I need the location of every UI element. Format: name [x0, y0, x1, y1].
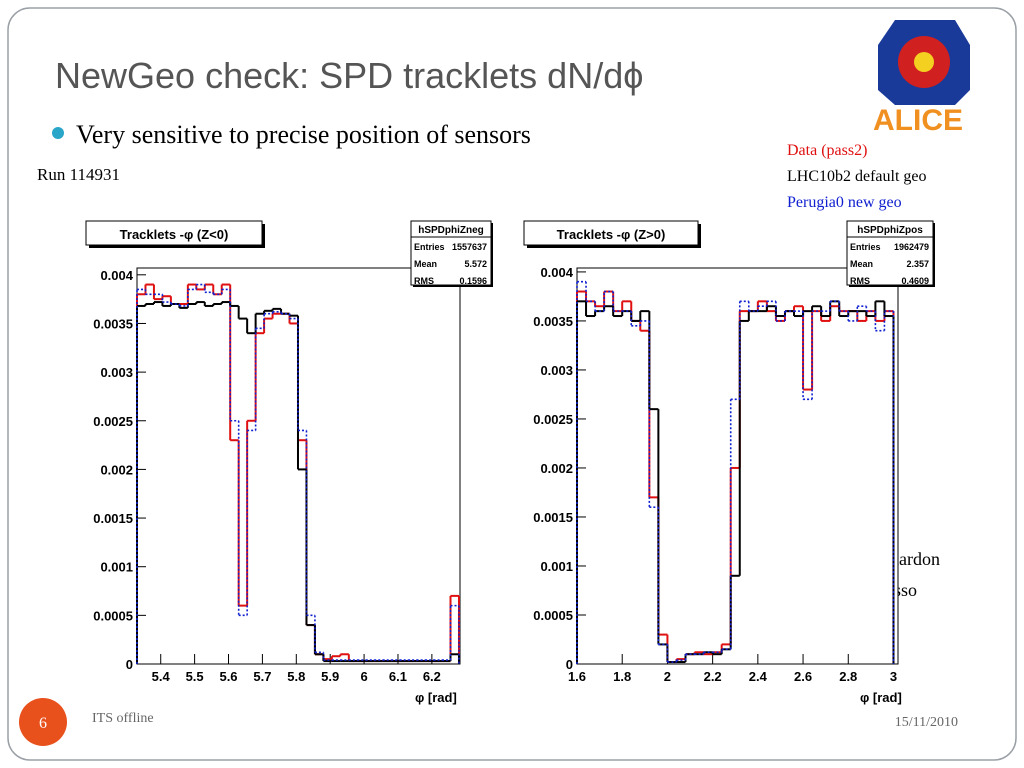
legend-entry: LHC10b2 default geo [787, 168, 927, 185]
title-box [523, 220, 699, 246]
legend-entry: Data (pass2) [787, 142, 867, 159]
stats-key: Entries [850, 242, 881, 252]
x-tick-label: 5.4 [152, 669, 171, 684]
run-label: Run 114931 [37, 165, 120, 184]
stats-key: RMS [850, 276, 870, 286]
stats-value: 5.572 [464, 259, 487, 269]
y-tick-label: 0.004 [540, 265, 573, 280]
y-tick-label: 0.001 [100, 560, 133, 575]
bullet-dot [52, 127, 64, 139]
stats-box [846, 220, 934, 286]
chart-title: Tracklets -φ (Z>0) [557, 227, 666, 242]
stats-key: Mean [414, 259, 437, 269]
footer-left: ITS offline [92, 711, 154, 726]
y-tick-label: 0.003 [540, 363, 573, 378]
y-tick-label: 0.004 [100, 268, 133, 283]
stats-value: 0.1596 [459, 276, 487, 286]
y-tick-label: 0.003 [100, 365, 133, 380]
x-tick-label: 2.8 [839, 669, 857, 684]
stats-value: 1557637 [452, 242, 487, 252]
x-tick-label: 5.5 [186, 669, 204, 684]
y-tick-label: 0.0005 [93, 608, 133, 623]
x-tick-label: 5.7 [253, 669, 271, 684]
page-number: 6 [39, 715, 47, 732]
alice-logo: ALICE [873, 20, 970, 137]
page-badge [19, 698, 67, 746]
x-tick-label: 6.1 [389, 669, 407, 684]
x-axis-label: φ [rad] [415, 690, 457, 705]
stats-box [410, 220, 492, 286]
bullet-text: Very sensitive to precise position of se… [76, 120, 531, 149]
x-tick-label: 5.6 [219, 669, 237, 684]
y-tick-label: 0.0025 [93, 414, 133, 429]
x-tick-label: 2.2 [704, 669, 722, 684]
y-tick-label: 0.0015 [533, 510, 573, 525]
stats-name: hSPDphiZpos [857, 225, 923, 236]
x-tick-label: 6 [360, 669, 367, 684]
y-tick-label: 0.002 [100, 462, 133, 477]
stats-value: 2.357 [906, 259, 929, 269]
stats-value: 0.4609 [901, 276, 929, 286]
plot-frame [576, 267, 899, 665]
x-tick-label: 2.4 [749, 669, 768, 684]
legend-entry: Perugia0 new geo [787, 194, 902, 211]
footer-date: 15/11/2010 [895, 715, 958, 730]
x-axis-label: φ [rad] [860, 690, 902, 705]
y-tick-label: 0.002 [540, 461, 573, 476]
stats-value: 1962479 [894, 242, 929, 252]
y-tick-label: 0.0015 [93, 511, 133, 526]
y-tick-label: 0.001 [540, 559, 573, 574]
x-tick-label: 3 [890, 669, 897, 684]
slide-title: NewGeo check: SPD tracklets dN/dϕ [55, 55, 643, 96]
logo-core [914, 52, 934, 72]
stats-name: hSPDphiZneg [418, 225, 484, 236]
chart-title: Tracklets -φ (Z<0) [120, 227, 229, 242]
title-box [85, 220, 263, 246]
x-tick-label: 5.8 [287, 669, 305, 684]
y-tick-label: 0.0035 [533, 314, 573, 329]
stats-key: RMS [414, 276, 434, 286]
y-tick-label: 0.0035 [93, 316, 133, 331]
logo-text: ALICE [873, 104, 963, 137]
y-tick-label: 0.0025 [533, 412, 573, 427]
stats-key: Entries [414, 242, 445, 252]
x-tick-label: 2.6 [794, 669, 812, 684]
x-tick-label: 1.8 [613, 669, 631, 684]
x-tick-label: 1.6 [568, 669, 586, 684]
y-tick-label: 0 [566, 657, 573, 672]
stats-key: Mean [850, 259, 873, 269]
x-tick-label: 5.9 [321, 669, 339, 684]
y-tick-label: 0 [126, 657, 133, 672]
x-tick-label: 2 [664, 669, 671, 684]
x-tick-label: 6.2 [423, 669, 441, 684]
y-tick-label: 0.0005 [533, 608, 573, 623]
